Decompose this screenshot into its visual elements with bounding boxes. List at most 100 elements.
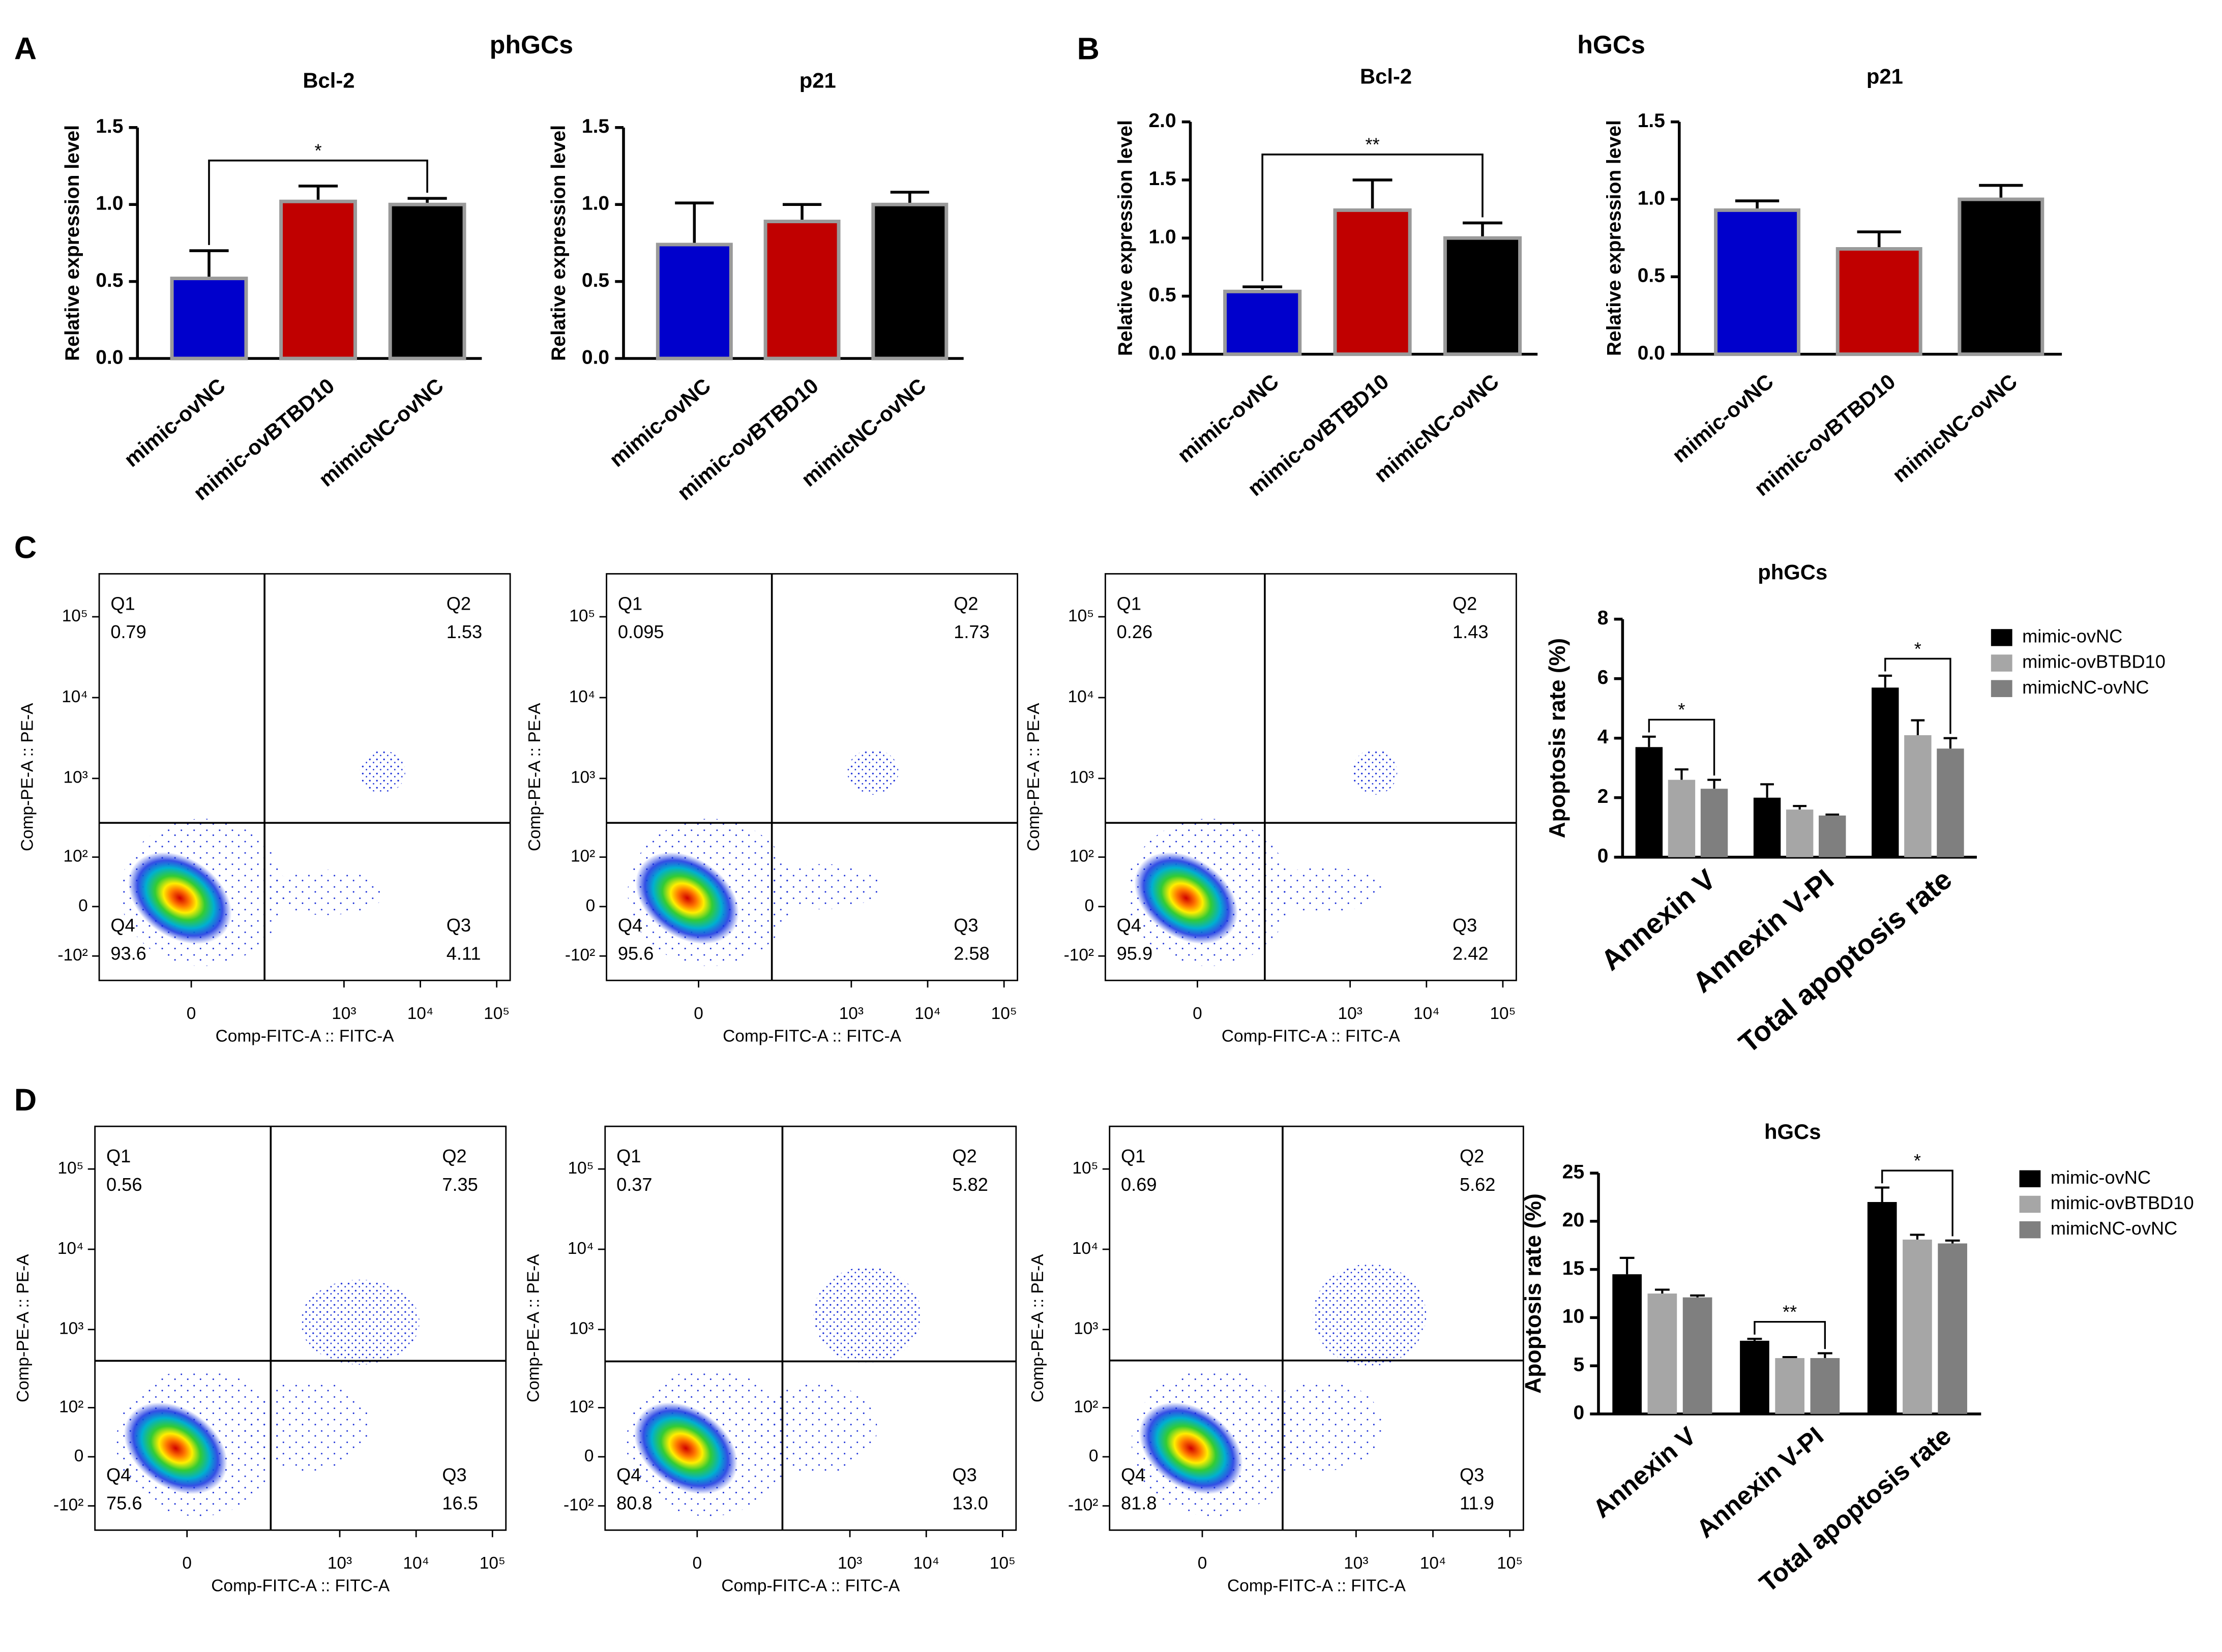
y-tick-label: 1.0 <box>1638 187 1665 209</box>
bar <box>1682 1297 1712 1414</box>
x-tick-label: 10⁵ <box>480 1554 506 1573</box>
bar <box>1904 735 1932 857</box>
event-cloud <box>634 1402 738 1494</box>
event-cloud <box>1313 1264 1427 1366</box>
quadrant-name: Q4 <box>618 915 642 936</box>
y-tick-label: 10² <box>571 847 595 866</box>
x-tick-label: 10³ <box>838 1554 862 1573</box>
event-cloud <box>300 1279 420 1365</box>
event-cloud <box>266 869 386 915</box>
quadrant-value: 0.69 <box>1121 1174 1157 1195</box>
chart-title: p21 <box>799 69 836 93</box>
quadrant-name: Q1 <box>616 1146 641 1166</box>
y-tick-label: 0 <box>1089 1447 1099 1465</box>
x-tick-label: 10⁵ <box>991 1004 1017 1023</box>
quadrant-value: 16.5 <box>442 1493 478 1514</box>
y-tick-label: 10 <box>1562 1306 1584 1328</box>
quadrant-name: Q4 <box>1121 1464 1145 1485</box>
event-cloud <box>766 864 880 910</box>
quadrant-value: 75.6 <box>106 1493 142 1514</box>
y-tick-label: 10⁵ <box>1072 1159 1098 1178</box>
y-tick-label: 5 <box>1573 1354 1584 1375</box>
y-tick-label: 10³ <box>1074 1319 1098 1338</box>
chart-title: phGCs <box>1758 560 1827 584</box>
x-tick-label: 10⁴ <box>914 1004 941 1023</box>
y-axis-label: Relative expression level <box>62 125 83 361</box>
chart-title: hGCs <box>1764 1120 1821 1144</box>
y-tick-label: 0 <box>1597 845 1609 867</box>
event-cloud <box>360 750 405 794</box>
quadrant-value: 0.56 <box>106 1174 142 1195</box>
x-axis-label: Comp-FITC-A :: FITC-A <box>1227 1577 1406 1596</box>
quadrant-value: 7.35 <box>442 1174 478 1195</box>
y-tick-label: 10⁵ <box>1068 607 1094 625</box>
legend-swatch <box>2019 1195 2041 1213</box>
bar <box>1819 815 1846 857</box>
legend-label: mimic-ovBTBD10 <box>2022 651 2166 672</box>
bar <box>1937 748 1964 857</box>
y-axis-label: Apoptosis rate (%) <box>1545 638 1570 838</box>
plot-frame <box>1104 573 1517 981</box>
bar <box>1223 289 1302 356</box>
chart-title: p21 <box>1867 64 1903 88</box>
quadrant-name: Q3 <box>1460 1464 1484 1485</box>
bar <box>1903 1239 1932 1414</box>
y-tick-label: 15 <box>1562 1257 1584 1279</box>
bar <box>1635 747 1663 857</box>
bar <box>1958 197 2045 356</box>
y-axis-label: Comp-PE-A :: PE-A <box>14 1254 33 1402</box>
x-tick-label: 10³ <box>1338 1004 1362 1023</box>
y-tick-label: 20 <box>1562 1209 1584 1231</box>
bar <box>871 202 949 361</box>
y-tick-label: 0 <box>78 896 88 915</box>
significance-bracket <box>208 159 428 245</box>
x-tick-label: 10³ <box>1344 1554 1368 1573</box>
y-tick-label: -10² <box>564 1495 594 1514</box>
y-tick-label: -10² <box>57 946 87 965</box>
quadrant-name: Q3 <box>442 1464 466 1485</box>
bar <box>1443 236 1522 356</box>
bar <box>1775 1358 1805 1414</box>
plot-frame <box>98 573 511 981</box>
y-tick-label: 10² <box>569 1397 594 1416</box>
y-axis-label: Comp-PE-A :: PE-A <box>525 703 544 851</box>
quadrant-value: 1.53 <box>447 621 483 642</box>
quadrant-value: 81.8 <box>1121 1493 1157 1514</box>
y-tick-label: 10⁵ <box>568 1159 594 1178</box>
chart-title: Bcl-2 <box>1360 64 1412 88</box>
bar <box>1810 1358 1840 1414</box>
quadrant-value: 1.73 <box>954 621 989 642</box>
x-tick-label: 10⁴ <box>403 1554 429 1573</box>
y-tick-label: 10³ <box>59 1319 83 1338</box>
y-tick-label: 1.0 <box>96 193 123 215</box>
plot-frame <box>1109 1125 1524 1531</box>
significance-bracket <box>1754 1320 1826 1349</box>
panel-title: hGCs <box>1577 31 1645 59</box>
y-tick-label: 10⁴ <box>62 687 88 706</box>
quadrant-value: 0.37 <box>616 1174 653 1195</box>
event-cloud <box>1134 852 1238 944</box>
event-cloud <box>1139 1402 1243 1494</box>
y-axis-label: Comp-PE-A :: PE-A <box>524 1254 543 1402</box>
y-tick-label: 0 <box>74 1447 84 1465</box>
y-tick-label: 10³ <box>571 768 595 787</box>
y-tick-label: 1.5 <box>96 115 123 137</box>
quadrant-name: Q1 <box>110 593 135 614</box>
y-tick-label: -10² <box>53 1495 83 1514</box>
event-cloud <box>128 852 232 944</box>
x-tick-label: 10⁴ <box>407 1004 434 1023</box>
quadrant-name: Q2 <box>1453 593 1477 614</box>
quadrant-value: 11.9 <box>1460 1493 1494 1514</box>
quadrant-name: Q2 <box>447 593 471 614</box>
y-tick-label: 0.5 <box>1148 284 1176 306</box>
y-tick-label: 0.5 <box>1638 265 1665 287</box>
y-tick-label: 0 <box>1573 1402 1584 1424</box>
y-tick-label: -10² <box>1064 946 1094 965</box>
quadrant-name: Q1 <box>106 1146 131 1166</box>
x-tick-label: 0 <box>182 1554 192 1573</box>
plot-frame <box>94 1125 507 1531</box>
quadrant-value: 95.9 <box>1117 943 1152 964</box>
y-tick-label: 1.0 <box>1148 226 1176 248</box>
bar <box>1786 809 1814 857</box>
bar <box>1938 1243 1967 1414</box>
